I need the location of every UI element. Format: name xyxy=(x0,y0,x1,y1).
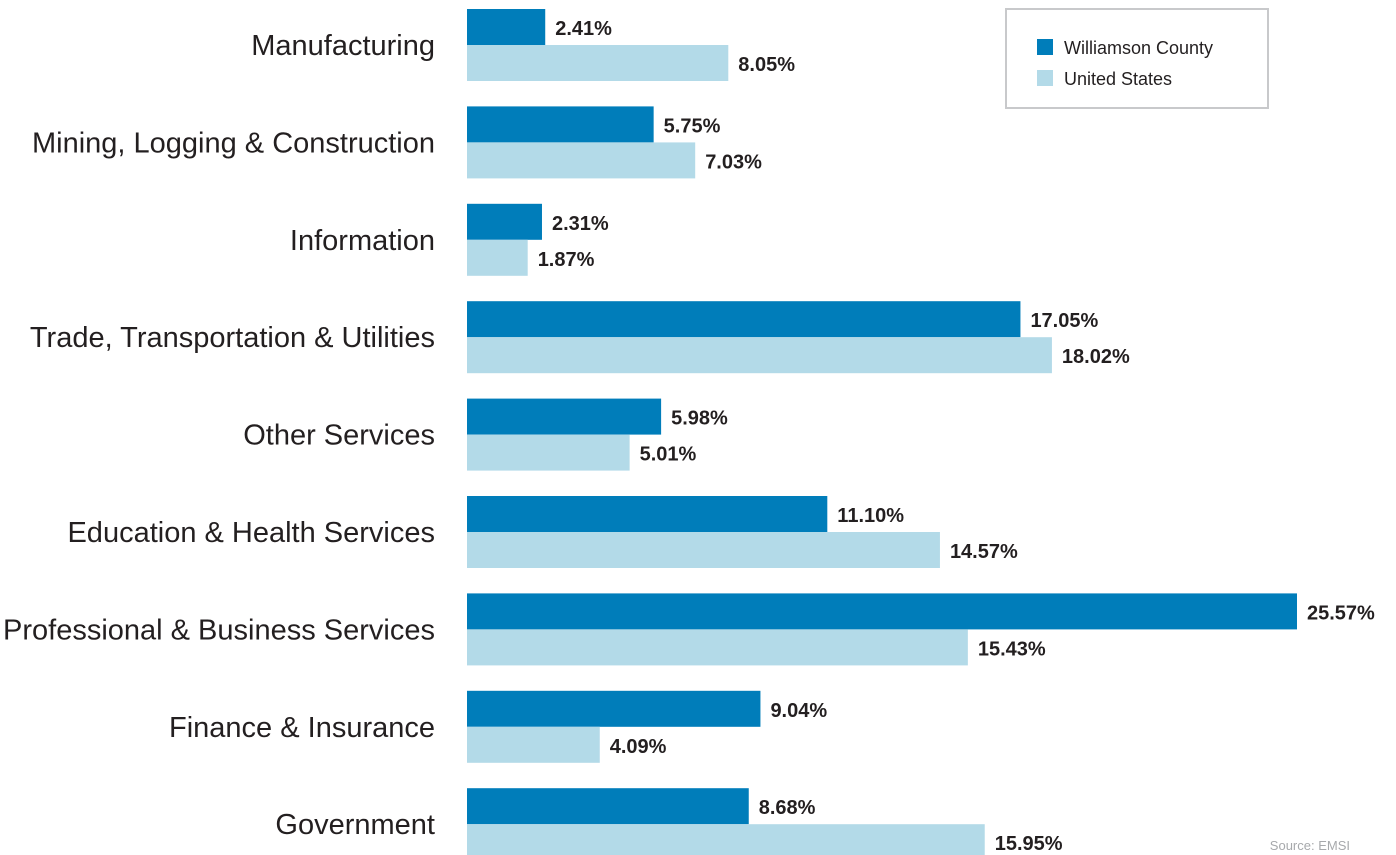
value-label-united-states-professional-and-business-services: 15.43% xyxy=(978,638,1046,660)
value-label-united-states-government: 15.95% xyxy=(995,833,1063,855)
value-label-williamson-county-professional-and-business-services: 25.57% xyxy=(1307,602,1375,624)
value-label-united-states-information: 1.87% xyxy=(538,249,595,271)
bar-united-states-education-and-health-services xyxy=(467,532,940,568)
bar-williamson-county-mining-logging-and-construction xyxy=(467,106,654,143)
legend-label-williamson-county: Williamson County xyxy=(1064,38,1213,58)
bar-williamson-county-education-and-health-services xyxy=(467,496,828,532)
value-label-united-states-manufacturing: 8.05% xyxy=(738,54,795,76)
bar-united-states-government xyxy=(467,824,985,855)
category-labels: Manufacturing Mining, Logging & Construct… xyxy=(3,30,435,841)
bar-united-states-professional-and-business-services xyxy=(467,629,968,666)
value-label-united-states-mining-logging-and-construction: 7.03% xyxy=(705,151,762,173)
value-label-williamson-county-other-services: 5.98% xyxy=(671,408,728,430)
bar-williamson-county-information xyxy=(467,203,542,240)
bar-united-states-trade-transportation-and-utilities xyxy=(467,337,1052,374)
bar-williamson-county-professional-and-business-services xyxy=(467,593,1297,630)
category-label-other-services: Other Services xyxy=(243,420,435,452)
bar-united-states-mining-logging-and-construction xyxy=(467,142,696,179)
value-label-williamson-county-education-and-health-services: 11.10% xyxy=(837,505,904,527)
legend-swatch-united-states xyxy=(1037,70,1053,86)
bar-united-states-manufacturing xyxy=(467,45,729,81)
bar-williamson-county-trade-transportation-and-utilities xyxy=(467,301,1021,338)
bar-united-states-finance-and-insurance xyxy=(467,726,600,763)
category-label-manufacturing: Manufacturing xyxy=(251,30,435,62)
legend-swatch-williamson-county xyxy=(1037,39,1053,55)
legend-frame xyxy=(1005,8,1269,109)
category-label-education-and-health-services: Education & Health Services xyxy=(67,517,435,549)
bar-williamson-county-finance-and-insurance xyxy=(467,690,761,727)
legend: Williamson County United States xyxy=(1005,8,1269,109)
category-label-trade-transportation-and-utilities: Trade, Transportation & Utilities xyxy=(30,322,435,354)
value-label-united-states-finance-and-insurance: 4.09% xyxy=(610,736,667,758)
value-label-williamson-county-government: 8.68% xyxy=(759,797,816,819)
legend-label-united-states: United States xyxy=(1064,69,1172,89)
bar-williamson-county-government xyxy=(467,788,749,825)
source-note: Source: EMSI xyxy=(1270,838,1350,853)
value-label-united-states-trade-transportation-and-utilities: 18.02% xyxy=(1062,346,1130,368)
bar-williamson-county-other-services xyxy=(467,398,662,435)
value-labels: 2.41% 8.05% 5.75% 7.03% 2.31% 1.87% 17.05% 18.0… xyxy=(538,18,1375,855)
bars xyxy=(467,9,1297,855)
value-label-williamson-county-trade-transportation-and-utilities: 17.05% xyxy=(1030,310,1098,332)
bar-williamson-county-manufacturing xyxy=(467,9,546,45)
category-label-mining-logging-and-construction: Mining, Logging & Construction xyxy=(32,127,435,159)
value-label-williamson-county-manufacturing: 2.41% xyxy=(555,18,612,40)
category-label-finance-and-insurance: Finance & Insurance xyxy=(169,712,435,744)
value-label-united-states-other-services: 5.01% xyxy=(640,444,697,466)
category-label-government: Government xyxy=(275,809,435,841)
category-label-professional-and-business-services: Professional & Business Services xyxy=(3,614,435,646)
value-label-williamson-county-mining-logging-and-construction: 5.75% xyxy=(664,115,721,137)
bar-united-states-information xyxy=(467,239,528,276)
value-label-williamson-county-finance-and-insurance: 9.04% xyxy=(770,700,827,722)
value-label-united-states-education-and-health-services: 14.57% xyxy=(950,541,1018,563)
value-label-williamson-county-information: 2.31% xyxy=(552,213,609,235)
bar-united-states-other-services xyxy=(467,434,630,471)
category-label-information: Information xyxy=(290,225,435,257)
